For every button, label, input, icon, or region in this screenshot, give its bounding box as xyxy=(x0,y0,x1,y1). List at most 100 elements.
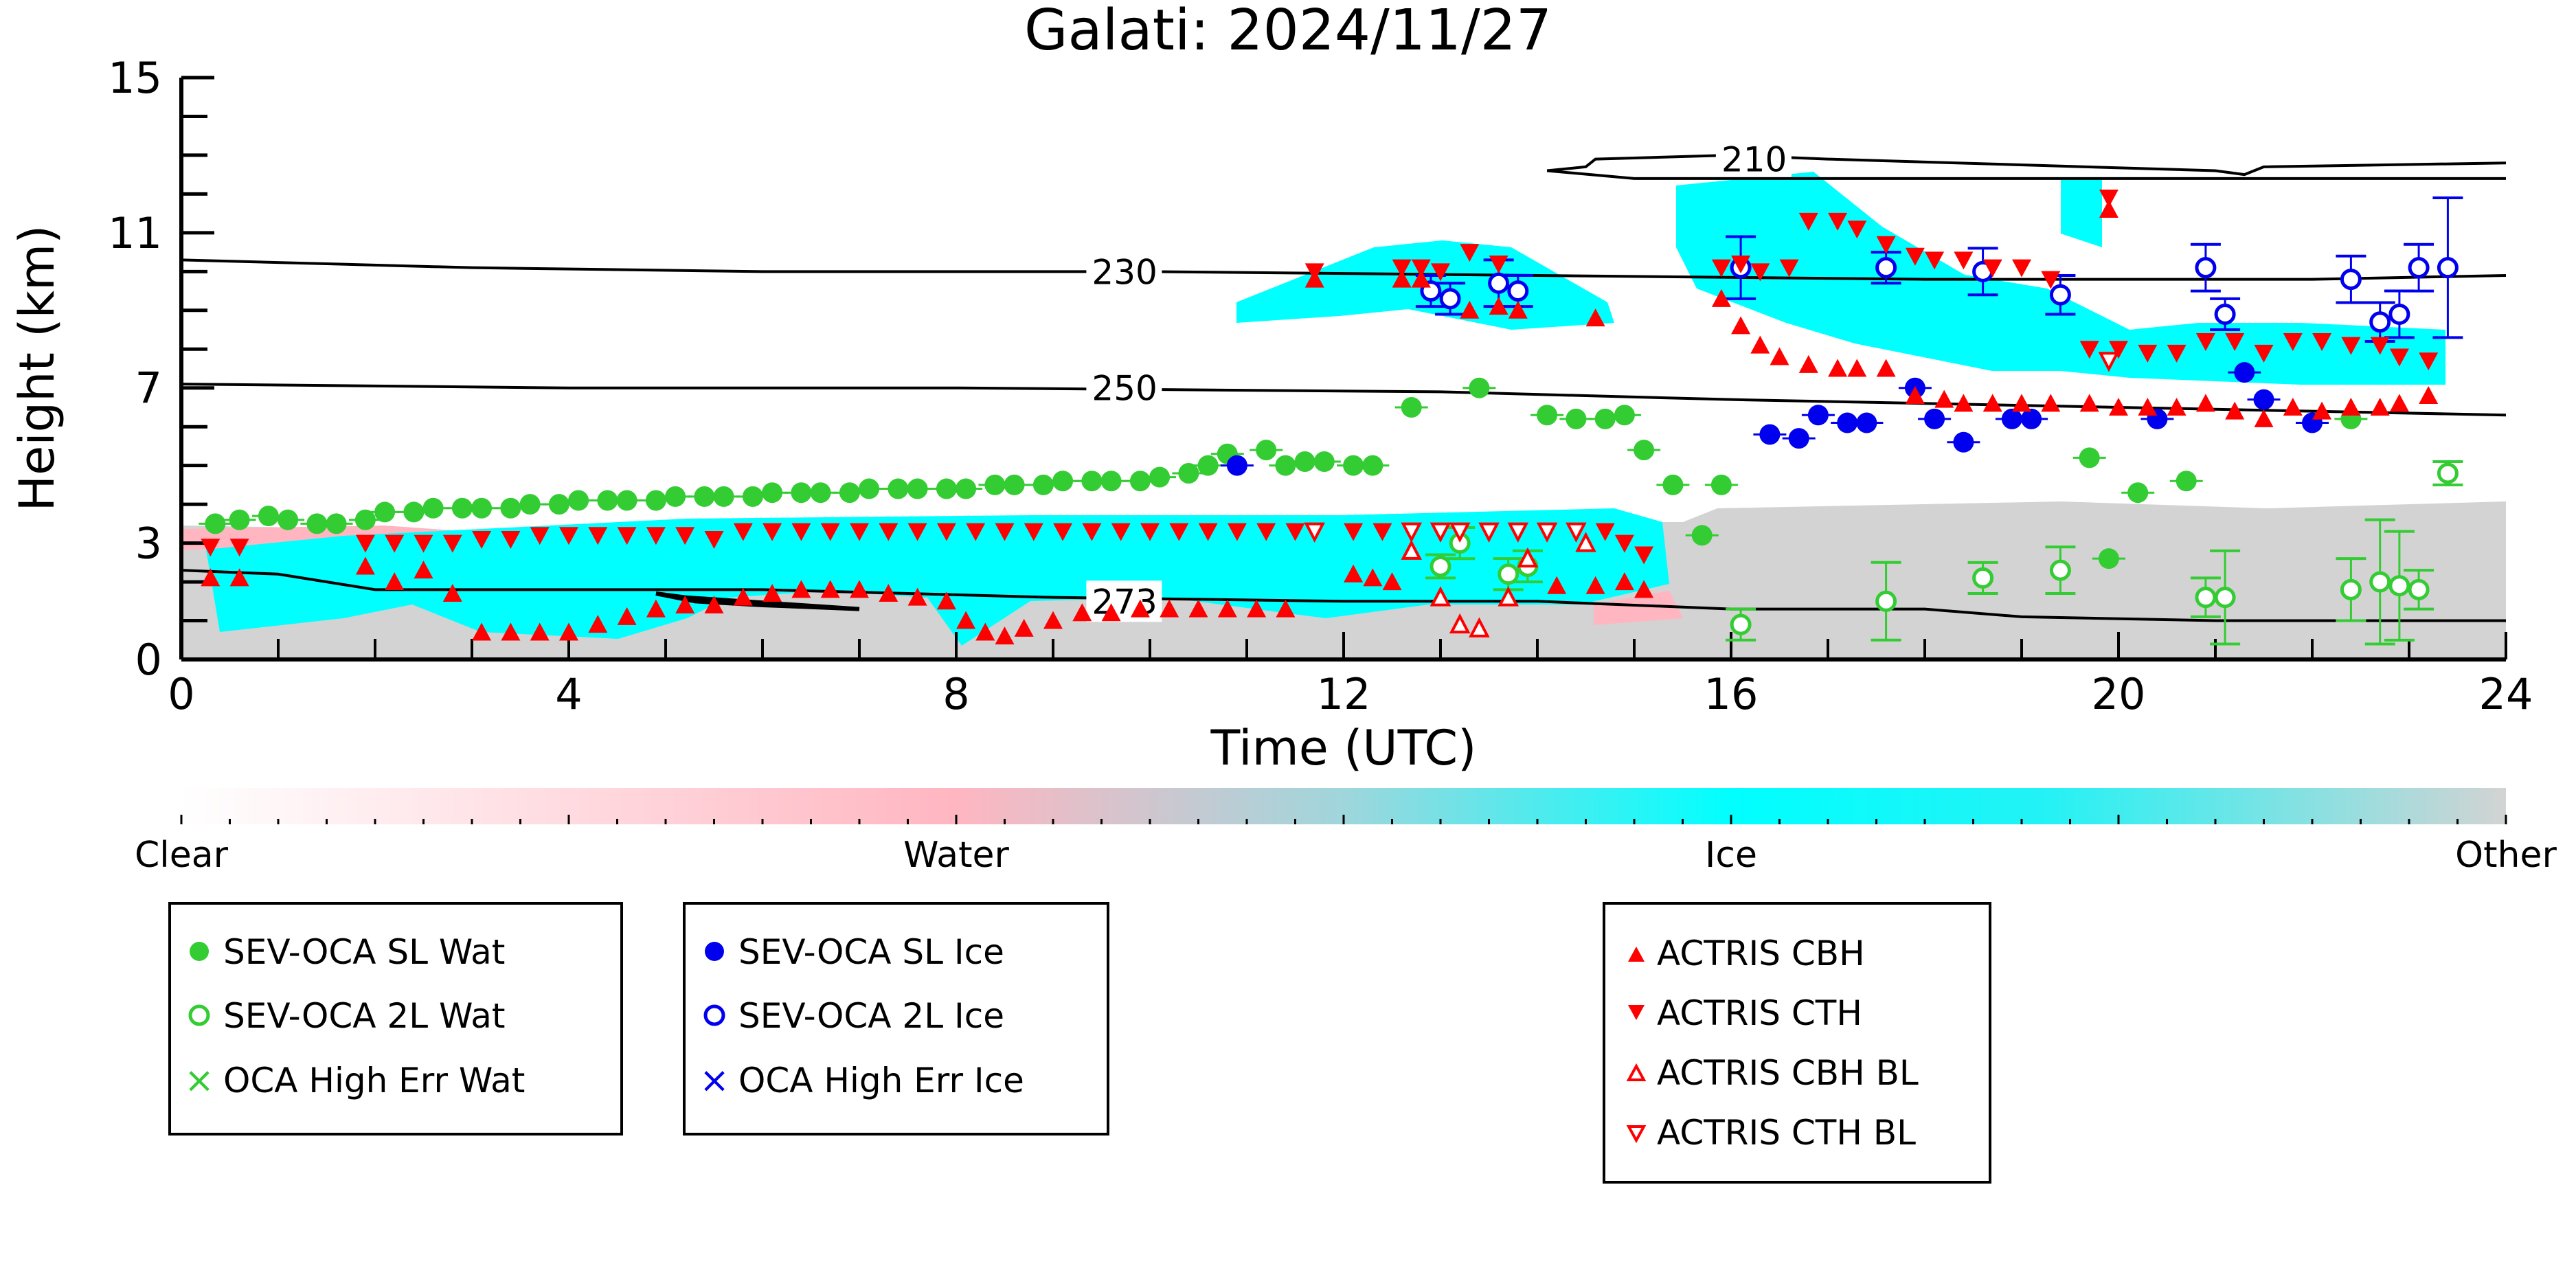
data-point xyxy=(2370,397,2390,416)
data-point xyxy=(501,622,521,641)
data-point xyxy=(1344,523,1364,541)
data-point xyxy=(2079,341,2099,359)
data-point xyxy=(791,523,811,541)
data-point xyxy=(2195,587,2217,609)
data-point xyxy=(2437,462,2459,484)
data-point xyxy=(1401,522,1422,543)
series-actris-cbh-bl xyxy=(1401,532,1596,637)
data-point xyxy=(1489,297,1509,315)
x-tick-label: 16 xyxy=(1704,669,1759,719)
data-point xyxy=(1798,354,1818,373)
data-point xyxy=(879,523,899,541)
data-point xyxy=(1401,539,1422,560)
data-point xyxy=(1460,300,1480,319)
data-point xyxy=(2001,408,2022,429)
legend-ice: SEV-OCA SL Ice SEV-OCA 2L Ice × OCA High… xyxy=(683,902,1109,1136)
legend-marker-higherr-wat: × xyxy=(184,1060,214,1101)
data-point xyxy=(2369,571,2391,593)
data-point xyxy=(1032,474,1054,495)
data-point xyxy=(616,490,637,511)
data-point xyxy=(2340,578,2362,600)
data-point xyxy=(472,622,492,641)
data-point xyxy=(1430,555,1451,577)
data-point xyxy=(500,497,521,519)
data-point xyxy=(1392,269,1412,288)
legend-label-2l-ice: SEV-OCA 2L Ice xyxy=(738,996,1004,1036)
data-point xyxy=(588,615,608,633)
data-point xyxy=(839,482,860,504)
data-point xyxy=(936,523,956,541)
data-point xyxy=(374,501,396,523)
data-point xyxy=(1779,259,1799,278)
data-point xyxy=(907,587,927,606)
data-point xyxy=(1294,451,1315,473)
data-point xyxy=(1585,308,1605,327)
data-point xyxy=(1585,576,1605,594)
data-point xyxy=(1100,471,1122,492)
legend-label-higherr-ice: OCA High Err Ice xyxy=(738,1061,1024,1100)
legend-marker-cth-bl xyxy=(1626,1125,1647,1144)
data-point xyxy=(2195,394,2215,412)
data-point xyxy=(675,527,695,545)
data-point xyxy=(422,497,444,519)
data-point xyxy=(2127,482,2149,504)
data-point xyxy=(1828,212,1848,231)
data-point xyxy=(879,584,899,602)
data-point xyxy=(1129,471,1151,492)
legend-label-cbh-bl: ACTRIS CBH BL xyxy=(1657,1053,1919,1093)
data-point xyxy=(1313,451,1335,473)
x-tick-label: 12 xyxy=(1317,669,1371,719)
data-point xyxy=(1925,251,1945,270)
data-point xyxy=(471,497,493,519)
x-tick-label: 4 xyxy=(555,669,582,719)
data-point xyxy=(1217,599,1237,618)
data-point xyxy=(2041,394,2061,412)
colorbar-label-water: Water xyxy=(903,835,1009,876)
data-point xyxy=(1837,412,1858,433)
data-point xyxy=(1478,522,1500,543)
chart-title: Galati: 2024/11/27 xyxy=(1024,0,1552,63)
data-point xyxy=(1788,428,1809,449)
data-point xyxy=(2167,397,2187,416)
data-point xyxy=(355,556,375,575)
legend-marker-sl-ice xyxy=(705,942,724,961)
data-point xyxy=(665,486,686,507)
data-point xyxy=(1363,568,1383,587)
data-point xyxy=(820,523,840,541)
data-point xyxy=(1149,466,1171,488)
data-point xyxy=(2369,311,2391,333)
contour-line-273-inner xyxy=(655,591,860,611)
data-point xyxy=(442,584,462,602)
data-point xyxy=(2254,409,2274,427)
data-point xyxy=(1275,455,1296,476)
data-point xyxy=(2214,303,2236,325)
data-point xyxy=(1547,576,1567,594)
data-point xyxy=(2341,397,2361,416)
data-point xyxy=(1798,212,1818,231)
contour-label: 230 xyxy=(1092,252,1157,292)
data-point xyxy=(694,486,715,507)
data-point xyxy=(229,509,250,530)
series-sev-oca-2l-wat xyxy=(1425,460,2463,646)
data-point xyxy=(1401,396,1422,418)
data-point xyxy=(907,523,927,541)
data-point xyxy=(568,490,589,511)
data-point xyxy=(704,595,724,613)
data-point xyxy=(1847,359,1867,377)
data-point xyxy=(2254,344,2274,363)
data-point xyxy=(2214,587,2236,609)
data-point xyxy=(1876,236,1896,254)
data-point xyxy=(2195,257,2217,279)
data-point xyxy=(850,523,869,541)
series-sev-oca-sl-ice xyxy=(1220,362,2329,476)
contour-line-273 xyxy=(181,569,2506,622)
data-point xyxy=(1575,532,1596,552)
data-point xyxy=(1905,386,1925,405)
contour-line-210b xyxy=(1546,169,2506,180)
data-point xyxy=(1392,259,1412,278)
data-point xyxy=(2079,394,2099,412)
data-point xyxy=(1227,523,1247,541)
data-point xyxy=(1566,408,1587,429)
data-point xyxy=(2341,337,2361,355)
